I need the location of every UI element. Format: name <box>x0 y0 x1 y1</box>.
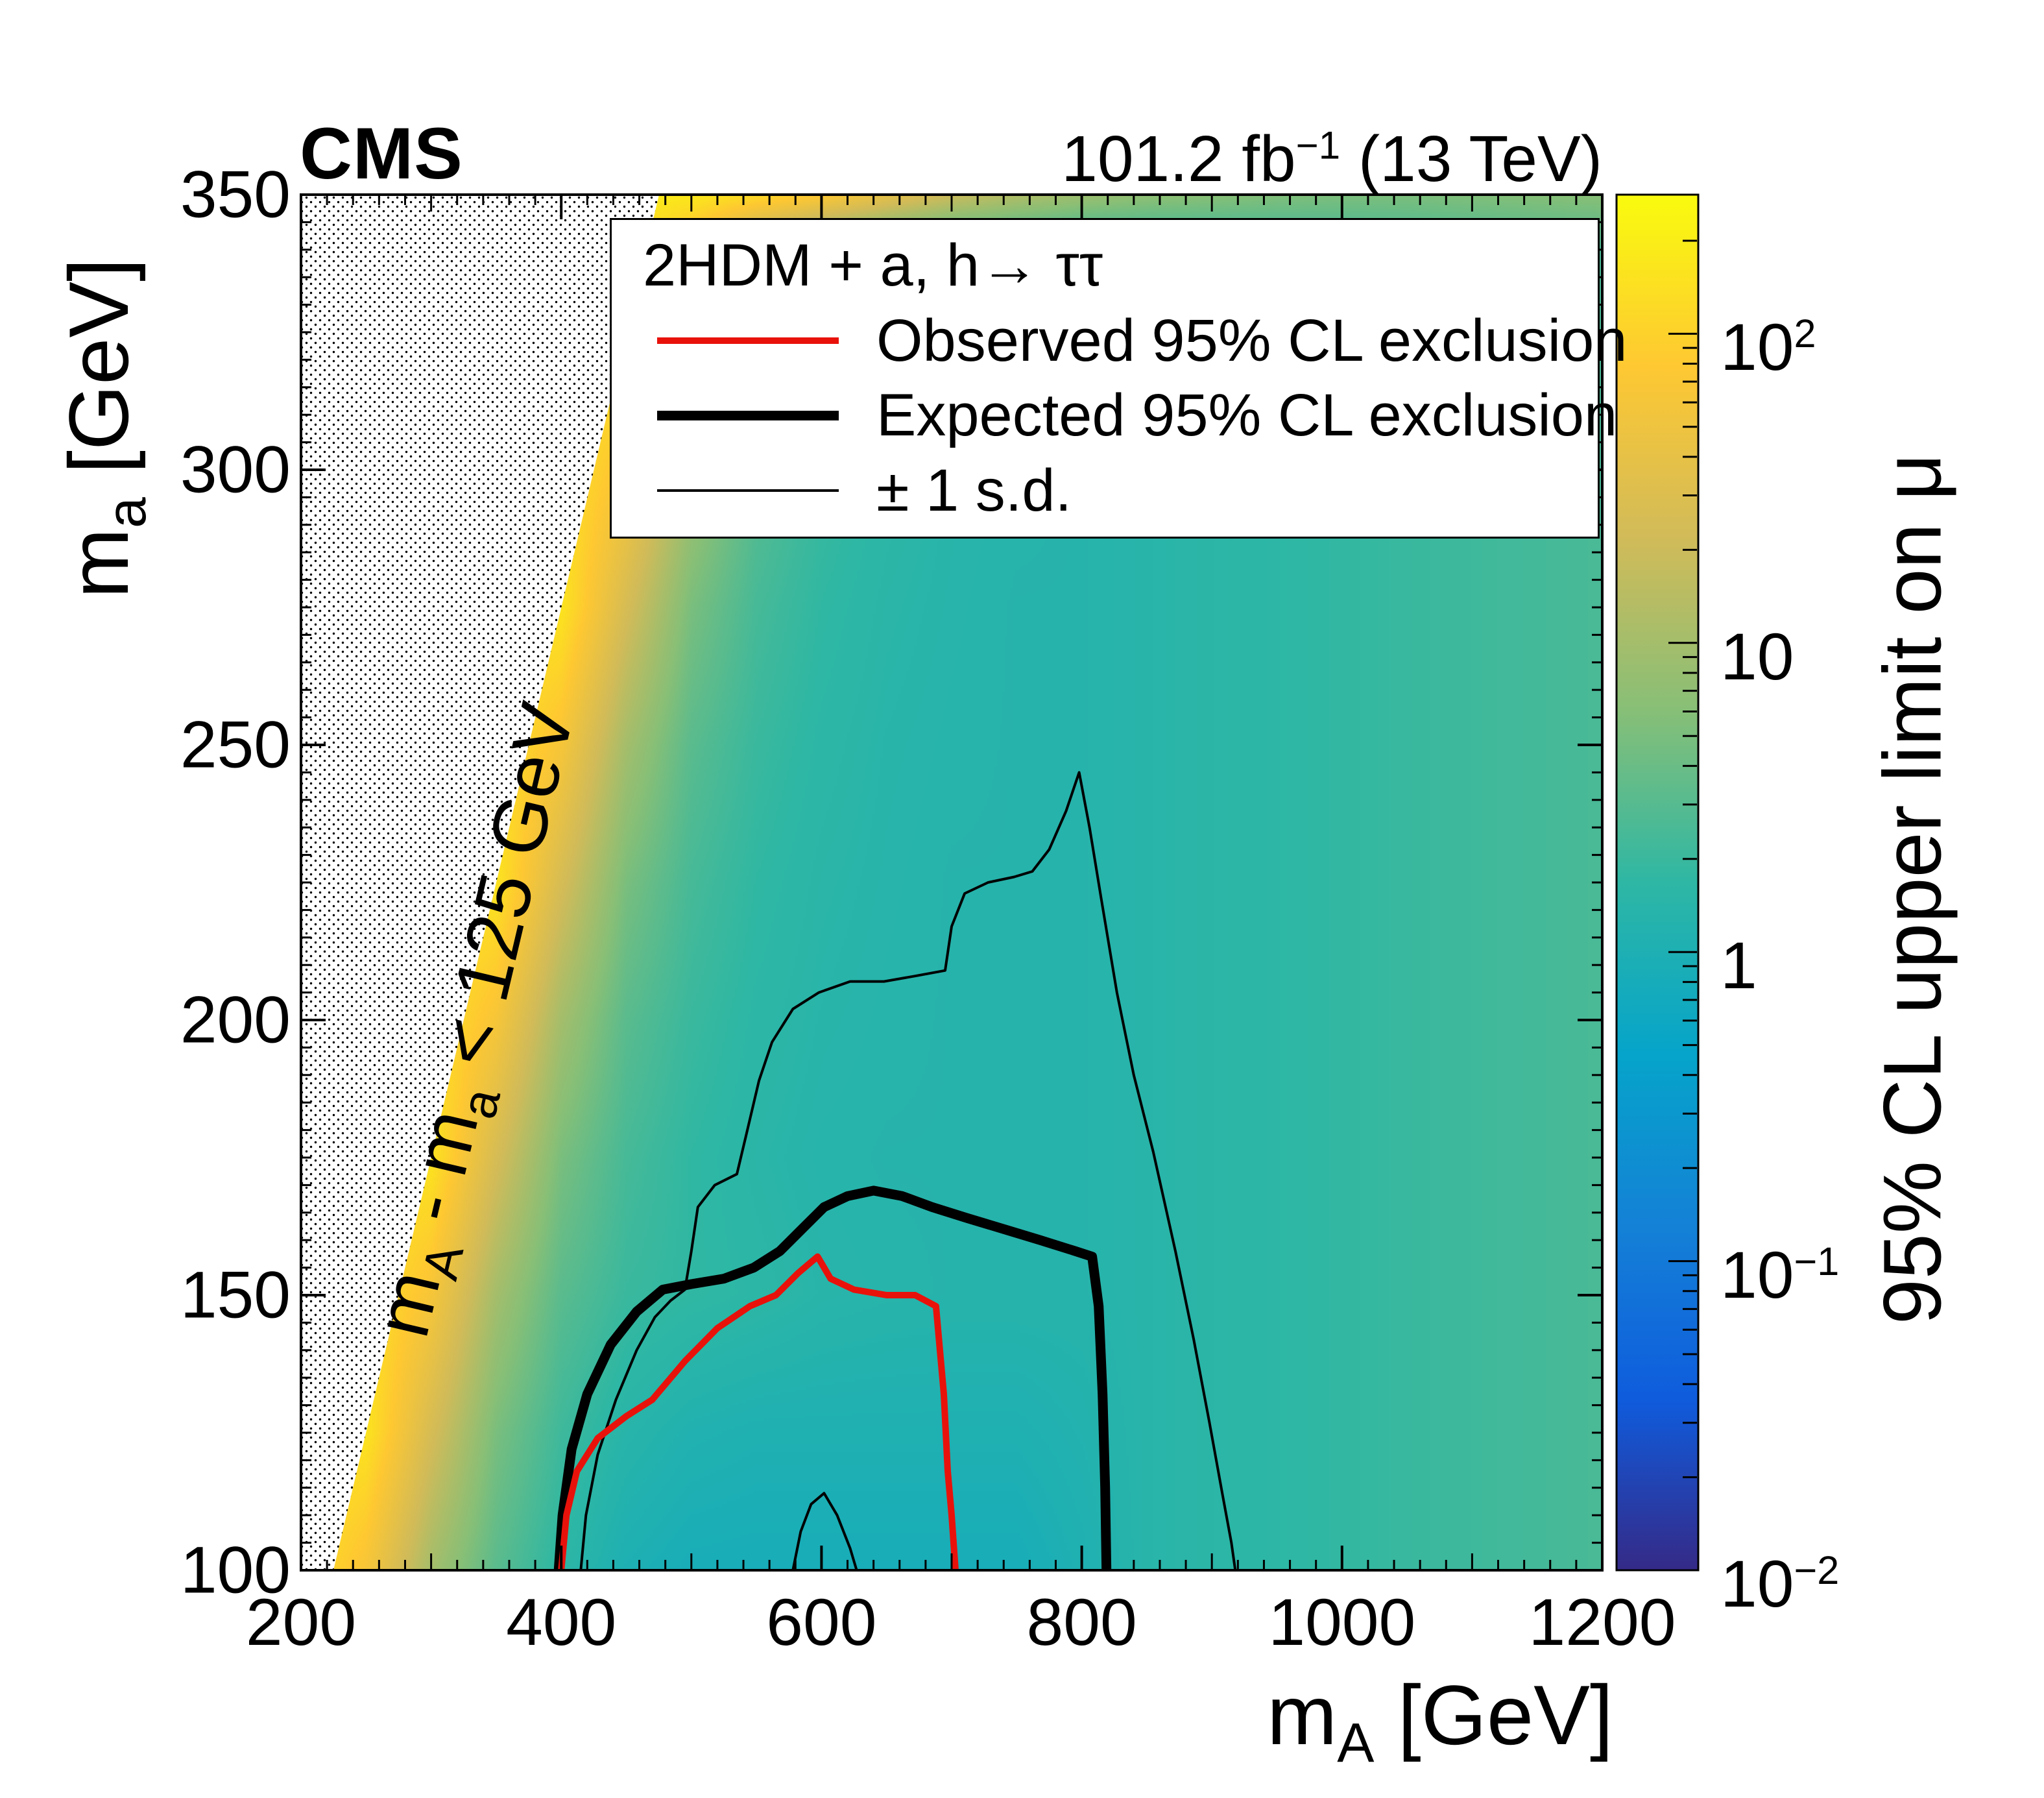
z-tick-label: 1 <box>1720 929 1757 1003</box>
z-axis-title: 95% CL upper limit on μ <box>1866 453 1958 1325</box>
colorbar <box>1615 193 1700 1572</box>
y-tick-label: 300 <box>180 432 291 507</box>
z-tick-label: 10−1 <box>1720 1237 1840 1312</box>
legend-header: 2HDM + a, h→ ττ <box>643 232 1103 299</box>
legend-entry-observed: Observed 95% CL exclusion <box>612 308 1627 374</box>
x-axis-title: mA [GeV] <box>1266 1668 1614 1774</box>
observed-line-sample <box>657 337 839 345</box>
legend-entry-expected: Expected 95% CL exclusion <box>612 382 1617 449</box>
y-axis-title: ma [GeV] <box>51 258 158 599</box>
z-tick-label: 102 <box>1720 310 1816 385</box>
y-tick-label: 350 <box>180 157 291 232</box>
x-tick-label: 600 <box>766 1585 877 1659</box>
y-tick-label: 100 <box>180 1533 291 1607</box>
excluded-region-hatch <box>301 195 659 1570</box>
x-tick-label: 1200 <box>1528 1585 1676 1659</box>
contour-sd_lower <box>791 1492 858 1571</box>
expected-line-sample <box>657 411 839 421</box>
legend-entry-sd: ± 1 s.d. <box>612 457 1598 524</box>
legend: 2HDM + a, h→ ττ Observed 95% CL exclusio… <box>610 218 1627 539</box>
contour-observed_95cl <box>558 1253 959 1571</box>
contour-expected_95cl <box>553 1185 1112 1571</box>
x-tick-label: 400 <box>506 1585 617 1659</box>
y-tick-label: 200 <box>180 982 291 1057</box>
experiment-label: CMS <box>300 113 463 194</box>
y-tick-label: 150 <box>180 1257 291 1332</box>
legend-header-row: 2HDM + a, h→ ττ <box>612 232 1598 299</box>
x-tick-label: 800 <box>1026 1585 1137 1659</box>
x-tick-label: 200 <box>245 1585 357 1659</box>
z-tick-label: 10 <box>1720 619 1794 694</box>
luminosity-label: 101.2 fb−1 (13 TeV) <box>1061 123 1602 195</box>
y-tick-label: 250 <box>180 707 291 782</box>
contour-sd_upper <box>579 771 1237 1571</box>
x-tick-label: 1000 <box>1268 1585 1416 1659</box>
sd-line-sample <box>657 489 839 492</box>
z-tick-label: 10−2 <box>1720 1547 1840 1621</box>
